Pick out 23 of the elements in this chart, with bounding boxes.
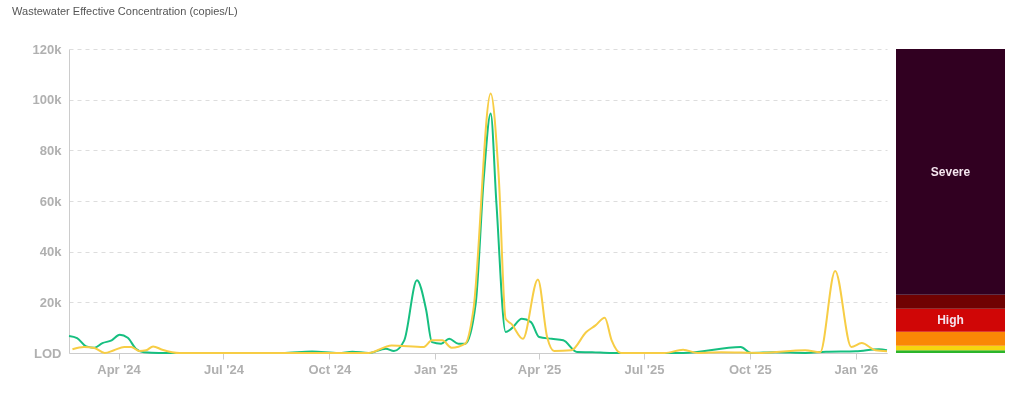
series-label: High (937, 313, 964, 328)
x-tick-label: Jul '24 (203, 361, 245, 377)
x-tick-label: Jul '25 (624, 361, 665, 377)
bar (896, 350, 1005, 353)
y-tick-label: 20k (39, 294, 63, 310)
x-tick-label: Oct '25 (728, 361, 772, 377)
x-tick-label: Apr '24 (97, 361, 142, 377)
y-tick-label: 40k (39, 244, 63, 260)
bar (896, 294, 1005, 309)
y-tick-label: 100k (32, 92, 63, 108)
y-tick-label: 120k (32, 41, 63, 57)
x-tick-label: Oct '24 (308, 361, 353, 377)
chart-title: Wastewater Effective Concentration (copies/L) (12, 5, 238, 17)
y-tick-label: LOD (34, 345, 62, 361)
x-tick-label: Apr '25 (517, 361, 562, 377)
x-tick-label: Jan '25 (414, 361, 458, 377)
y-tick-label: 80k (39, 142, 63, 158)
bar (896, 308, 1005, 332)
x-tick-label: Jan '26 (834, 361, 879, 377)
bar (896, 49, 1005, 295)
bar (896, 331, 1005, 346)
series-label: Severe (930, 164, 971, 179)
y-tick-label: 60k (39, 193, 63, 209)
